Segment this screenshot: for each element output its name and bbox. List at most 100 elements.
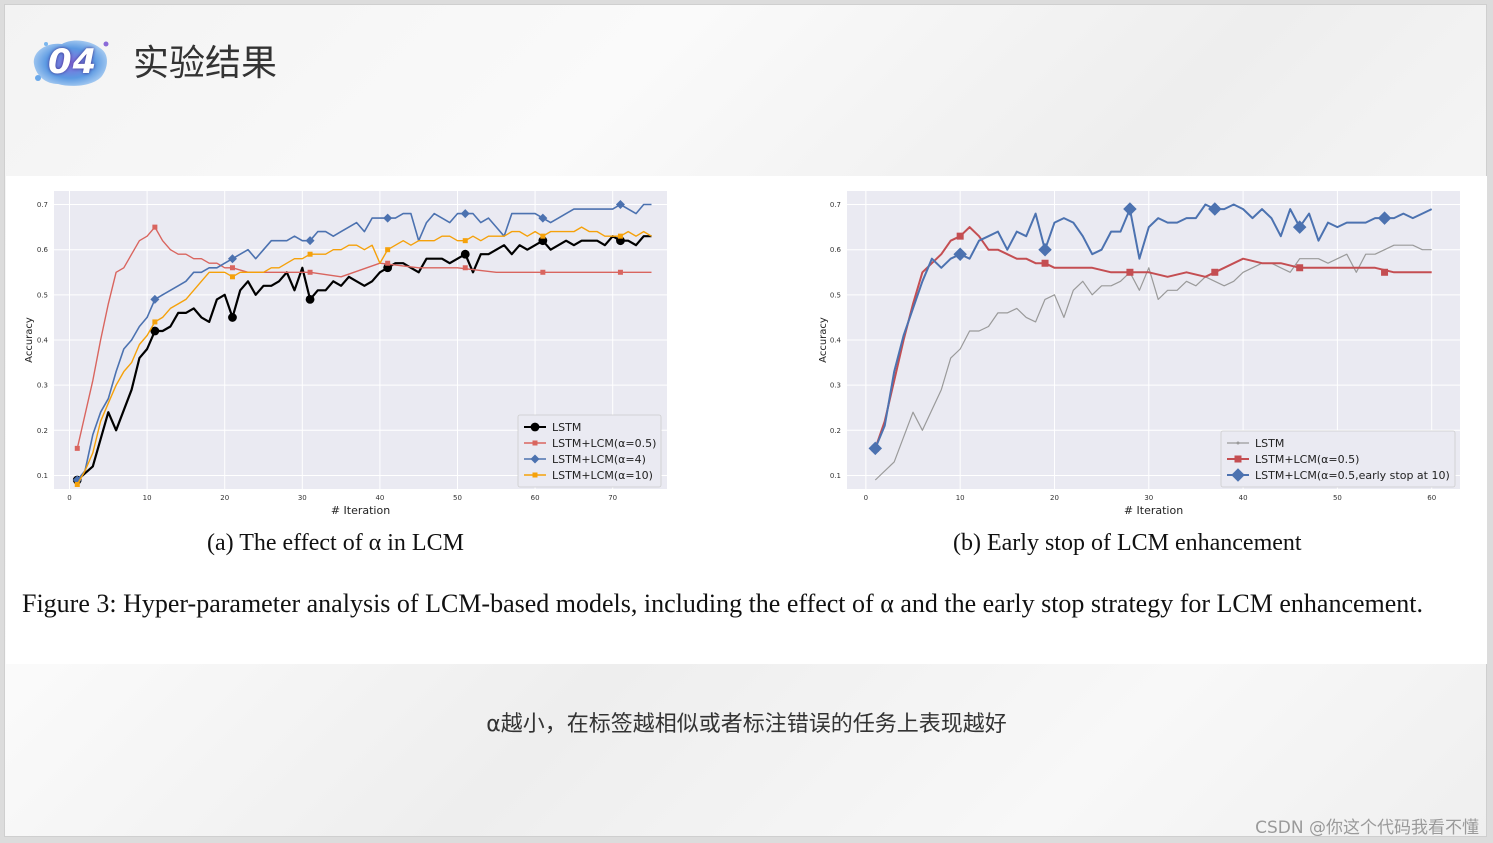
x-tick-label: 30 (1144, 494, 1153, 502)
legend-marker (530, 454, 540, 464)
x-tick-label: 30 (298, 494, 307, 502)
y-tick-label: 0.4 (830, 337, 842, 345)
series-line (874, 244, 1432, 481)
series-point (956, 232, 964, 240)
legend-label: LSTM+LCM(α=0.5,early stop at 10) (1255, 469, 1450, 482)
y-tick-label: 0.6 (37, 246, 49, 254)
series-point (868, 441, 883, 456)
series-point (150, 294, 160, 304)
series-2 (868, 202, 1433, 456)
legend-label: LSTM+LCM(α=4) (552, 453, 646, 466)
series-point (228, 313, 237, 322)
y-tick-label: 0.7 (37, 201, 48, 209)
subcaption-b: (b) Early stop of LCM enhancement (953, 530, 1302, 556)
series-line (76, 203, 652, 481)
series-point (385, 260, 391, 266)
series-point (462, 238, 468, 244)
legend-label: LSTM (552, 421, 581, 434)
series-point (1292, 220, 1307, 234)
series-point (953, 247, 967, 261)
legend-marker (1231, 468, 1245, 482)
legend-label: LSTM (1255, 437, 1284, 450)
legend-marker (532, 440, 538, 446)
x-tick-label: 70 (608, 494, 617, 502)
x-axis-label: # Iteration (1124, 504, 1183, 517)
y-tick-label: 0.1 (830, 472, 841, 480)
legend-label: LSTM+LCM(α=0.5) (552, 437, 656, 450)
legend-marker (532, 472, 538, 478)
legend: LSTM LSTM+LCM(α=0.5) LSTM+LCM(α=4) LSTM+LCM… (517, 414, 662, 488)
series-1 (74, 224, 652, 451)
series-point (1377, 211, 1392, 225)
series-point (460, 209, 470, 219)
brush-splash-icon (33, 40, 109, 86)
series-point (540, 233, 546, 239)
y-tick-label: 0.5 (830, 291, 841, 299)
x-tick-label: 40 (375, 494, 384, 502)
legend: LSTM LSTM+LCM(α=0.5) LSTM+LCM(α=0.5,early … (1220, 430, 1456, 488)
y-tick-label: 0.4 (37, 337, 49, 345)
series-point (74, 445, 80, 451)
legend-label: LSTM+LCM(α=0.5) (1255, 453, 1359, 466)
x-tick-label: 50 (1333, 494, 1342, 502)
y-tick-label: 0.2 (830, 427, 841, 435)
x-tick-label: 60 (531, 494, 540, 502)
x-tick-label: 40 (1239, 494, 1248, 502)
y-tick-label: 0.3 (830, 382, 841, 390)
series-point (1123, 202, 1137, 216)
y-tick-label: 0.1 (37, 472, 48, 480)
series-point (540, 269, 546, 275)
section-number: 04 (48, 42, 98, 82)
series-point (615, 200, 625, 210)
series-point (150, 326, 160, 336)
x-tick-label: 10 (956, 494, 965, 502)
series-point (462, 265, 468, 271)
y-axis-label: Accuracy (818, 317, 829, 363)
chart-alpha-effect: 0.1 0.2 0.3 0.4 0.5 0.6 0.7 0 10 20 30 40 50 60 70 # It… (24, 191, 667, 517)
legend-marker (530, 422, 540, 432)
series-point (460, 249, 470, 259)
y-tick-label: 0.3 (37, 382, 48, 390)
x-tick-label: 0 (864, 494, 868, 502)
series-point (383, 213, 393, 223)
y-axis-label: Accuracy (24, 317, 35, 363)
series-point (74, 481, 80, 487)
x-axis-label: # Iteration (331, 504, 390, 517)
series-line (874, 226, 1432, 449)
x-tick-label: 0 (67, 494, 71, 502)
x-tick-label: 20 (220, 494, 229, 502)
y-tick-label: 0.6 (830, 246, 842, 254)
y-tick-label: 0.7 (830, 201, 841, 209)
series-3 (74, 226, 652, 487)
series-point (307, 269, 313, 275)
slide-title: 实验结果 (133, 43, 278, 84)
series-point (229, 265, 235, 271)
legend-marker (1236, 441, 1240, 445)
y-tick-label: 0.5 (37, 291, 48, 299)
figure-caption: Figure 3: Hyper-parameter analysis of LC… (22, 589, 1424, 618)
legend-box (1220, 430, 1456, 488)
series-line (874, 203, 1433, 449)
series-point (385, 247, 391, 253)
legend-marker (1234, 455, 1242, 463)
x-tick-label: 20 (1050, 494, 1059, 502)
chart-early-stop: 0.1 0.2 0.3 0.4 0.5 0.6 0.7 0 10 20 30 40 50 60 # Iter… (818, 191, 1460, 517)
series-point (1038, 242, 1052, 257)
series-point (307, 251, 313, 257)
series-point (617, 269, 623, 275)
x-tick-label: 10 (143, 494, 152, 502)
series-point (227, 254, 237, 264)
series-line (76, 226, 652, 485)
series-point (1211, 268, 1219, 276)
series-point (152, 319, 158, 325)
legend-label: LSTM+LCM(α=10) (552, 469, 653, 482)
subcaption-a: (a) The effect of α in LCM (207, 530, 464, 556)
series-point (1208, 202, 1222, 216)
legend-box (517, 414, 662, 488)
series-point (305, 294, 315, 304)
x-tick-label: 60 (1427, 494, 1436, 502)
watermark: CSDN @你这个代码我看不懂 (1255, 818, 1479, 838)
series-point (229, 274, 235, 280)
slide-note: α越小，在标签越相似或者标注错误的任务上表现越好 (486, 712, 1007, 737)
series-0 (874, 244, 1432, 481)
